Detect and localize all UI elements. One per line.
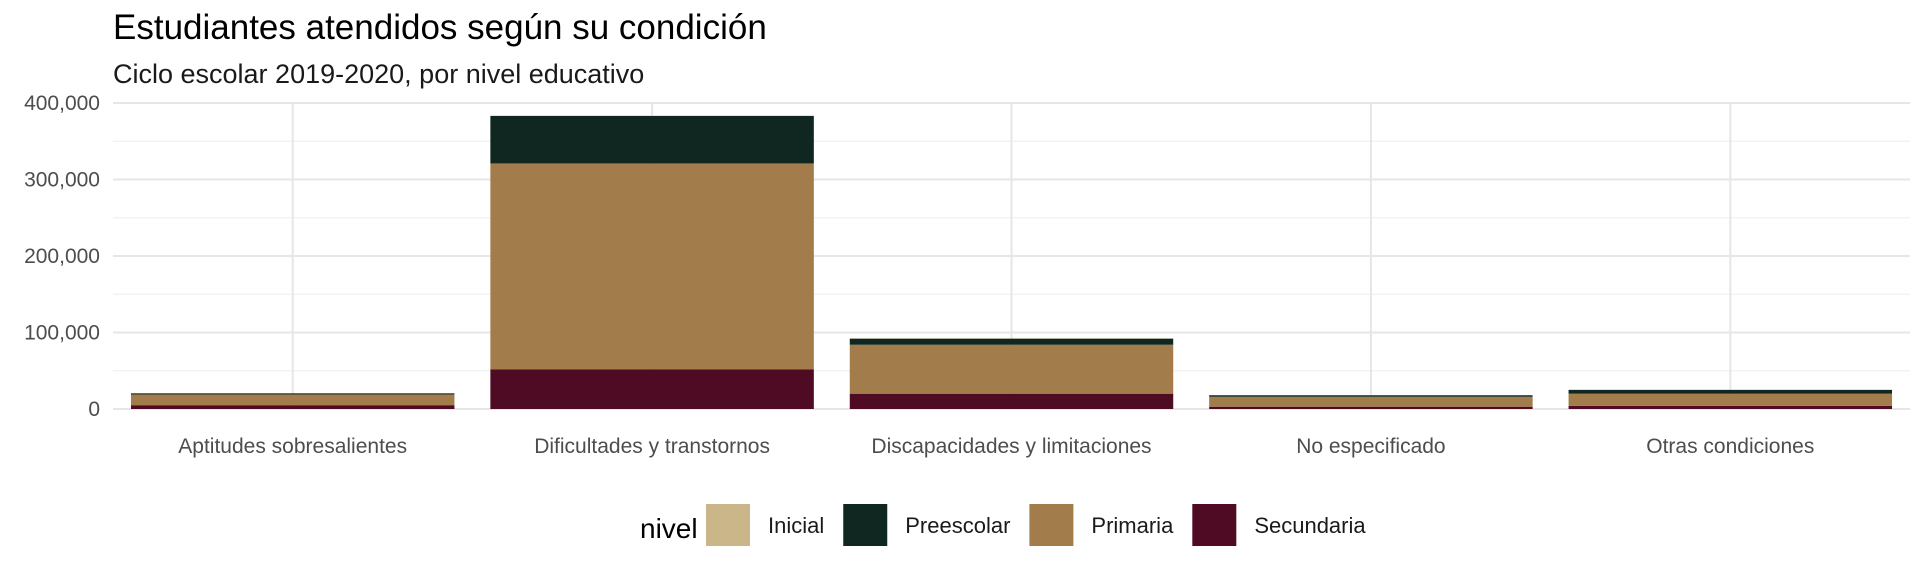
legend-item: Secundaria — [1192, 504, 1366, 546]
bar-segment — [1209, 396, 1533, 407]
legend-swatch — [1192, 504, 1237, 546]
x-tick-label: Otras condiciones — [1646, 435, 1814, 458]
y-tick-label: 400,000 — [24, 92, 100, 115]
bar-segment — [1568, 389, 1893, 394]
x-tick-label: Discapacidades y limitaciones — [871, 435, 1151, 458]
legend: nivel Inicial Preescolar Primaria Secundari… — [640, 504, 1366, 546]
bar-segment — [490, 369, 814, 409]
legend-label: Inicial — [768, 513, 824, 538]
bar-segment — [130, 394, 455, 406]
chart-subtitle: Ciclo escolar 2019-2020, por nivel educa… — [113, 59, 644, 89]
bar-segment — [490, 116, 814, 164]
x-axis-ticks: Aptitudes sobresalientes Dificultades y t… — [178, 435, 1814, 458]
legend-swatch — [1029, 504, 1074, 546]
y-tick-label: 200,000 — [24, 245, 100, 268]
bar-segment — [849, 338, 1174, 345]
legend-label: Secundaria — [1254, 513, 1366, 538]
bar-segment — [1568, 393, 1893, 406]
y-tick-label: 300,000 — [24, 169, 100, 192]
x-tick-label: Aptitudes sobresalientes — [178, 435, 407, 458]
chart-title: Estudiantes atendidos según su condición — [113, 8, 767, 47]
legend-label: Primaria — [1091, 513, 1174, 538]
bar-segment — [1209, 395, 1533, 397]
legend-label: Preescolar — [905, 513, 1010, 538]
bar-segment — [490, 163, 814, 370]
bar-segment — [130, 405, 455, 409]
legend-swatch — [843, 504, 888, 546]
bar-segment — [849, 344, 1174, 394]
legend-item: Inicial — [706, 504, 824, 546]
bar-segment — [1568, 405, 1893, 409]
bar-segment — [130, 393, 455, 395]
bar-segment — [849, 393, 1174, 409]
legend-item: Preescolar — [843, 504, 1010, 546]
bar-segment — [1209, 406, 1533, 409]
legend-item: Primaria — [1029, 504, 1174, 546]
legend-swatch — [706, 504, 750, 546]
y-tick-label: 100,000 — [24, 322, 100, 345]
bars — [130, 115, 1893, 409]
x-tick-label: Dificultades y transtornos — [534, 435, 770, 458]
y-axis-ticks: 0 100,000 200,000 300,000 400,000 — [24, 92, 100, 421]
y-tick-label: 0 — [88, 398, 100, 421]
x-tick-label: No especificado — [1296, 435, 1445, 458]
legend-title: nivel — [640, 513, 698, 544]
